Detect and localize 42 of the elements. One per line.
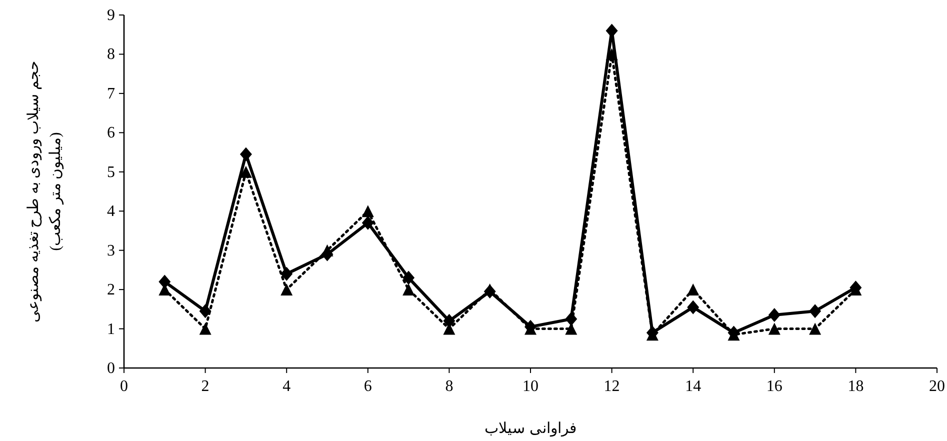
- point: [240, 166, 252, 178]
- x-tick-label: 12: [604, 378, 620, 395]
- point: [687, 284, 700, 296]
- point: [809, 304, 822, 318]
- y-tick-label: 1: [107, 320, 115, 338]
- x-tick-label: 8: [445, 378, 454, 395]
- x-tick-label: 16: [766, 378, 782, 395]
- point: [768, 322, 780, 335]
- y-tick-label: 7: [107, 85, 115, 102]
- point: [402, 284, 415, 296]
- y-tick-label: 2: [107, 282, 115, 299]
- x-tick-label: 20: [929, 378, 945, 395]
- y-tick-label: 8: [107, 46, 115, 64]
- point: [687, 300, 700, 314]
- point: [280, 284, 293, 296]
- x-tick-label: 4: [282, 378, 291, 395]
- point: [199, 322, 212, 335]
- point: [768, 308, 780, 322]
- point: [362, 205, 374, 218]
- point: [240, 147, 252, 162]
- point: [362, 216, 374, 230]
- y-tick-label: 4: [107, 203, 115, 220]
- x-tick-label: 6: [364, 378, 372, 395]
- point: [280, 266, 293, 281]
- y-axis-title: حجم سیلاب ورودی به طرح تغذیه مصنوعی (میلیون متر مکعب): [26, 60, 64, 322]
- point: [809, 322, 822, 335]
- x-tick-label: 18: [848, 378, 864, 395]
- y-tick-label: 5: [107, 164, 115, 181]
- point: [158, 274, 171, 289]
- point: [484, 284, 496, 296]
- y-tick-label: 9: [107, 7, 115, 24]
- x-axis-title: فراوانی سیلاب: [484, 421, 576, 437]
- x-tick-label: 2: [201, 378, 210, 395]
- point: [402, 270, 415, 285]
- y-tick-label: 0: [107, 360, 115, 377]
- point: [199, 304, 212, 318]
- y-tick-label: 3: [107, 242, 115, 260]
- x-tick-label: 14: [685, 378, 702, 395]
- y-tick-label: 6: [107, 124, 115, 142]
- point: [606, 48, 618, 60]
- x-tick-label: 10: [522, 378, 538, 395]
- x-tick-label: 0: [120, 378, 128, 395]
